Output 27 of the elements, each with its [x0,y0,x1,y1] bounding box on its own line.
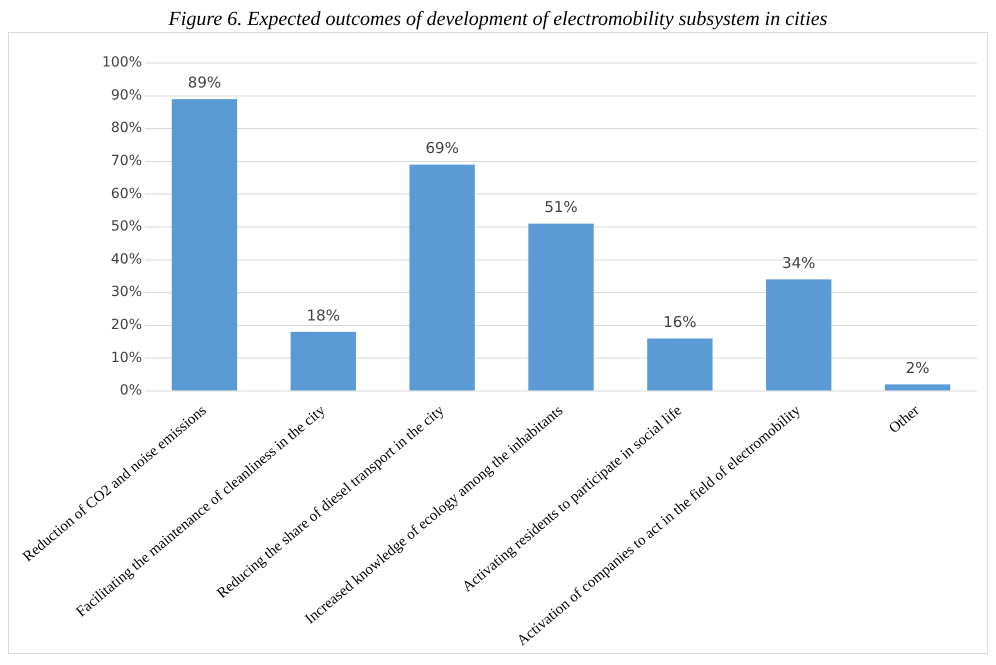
y-tick-label: 40% [110,251,142,268]
bar [884,384,950,390]
y-tick-label: 60% [110,186,142,202]
y-tick-label: 10% [110,350,142,366]
chart-title: Figure 6. Expected outcomes of development of electromobility subsystem in cities [168,8,828,32]
y-tick-label: 50% [110,218,142,235]
data-label: 16% [663,312,697,331]
x-tick-label: Other [886,402,923,437]
y-tick-label: 0% [120,382,142,399]
data-label: 51% [544,198,578,216]
bar [290,332,356,390]
data-label: 2% [906,358,930,377]
data-label: 18% [306,306,340,324]
data-label: 69% [425,139,459,158]
bar [172,99,238,390]
y-tick-label: 20% [110,316,142,333]
bar [647,338,713,390]
y-tick-label: 80% [110,120,142,136]
bar [528,224,594,390]
y-tick-label: 30% [110,284,142,300]
bar [766,279,832,390]
data-label: 34% [782,254,816,272]
bar [409,164,475,390]
y-tick-label: 90% [110,87,142,104]
y-tick-label: 70% [110,153,142,170]
y-tick-label: 100% [102,54,142,71]
data-label: 89% [188,73,222,92]
